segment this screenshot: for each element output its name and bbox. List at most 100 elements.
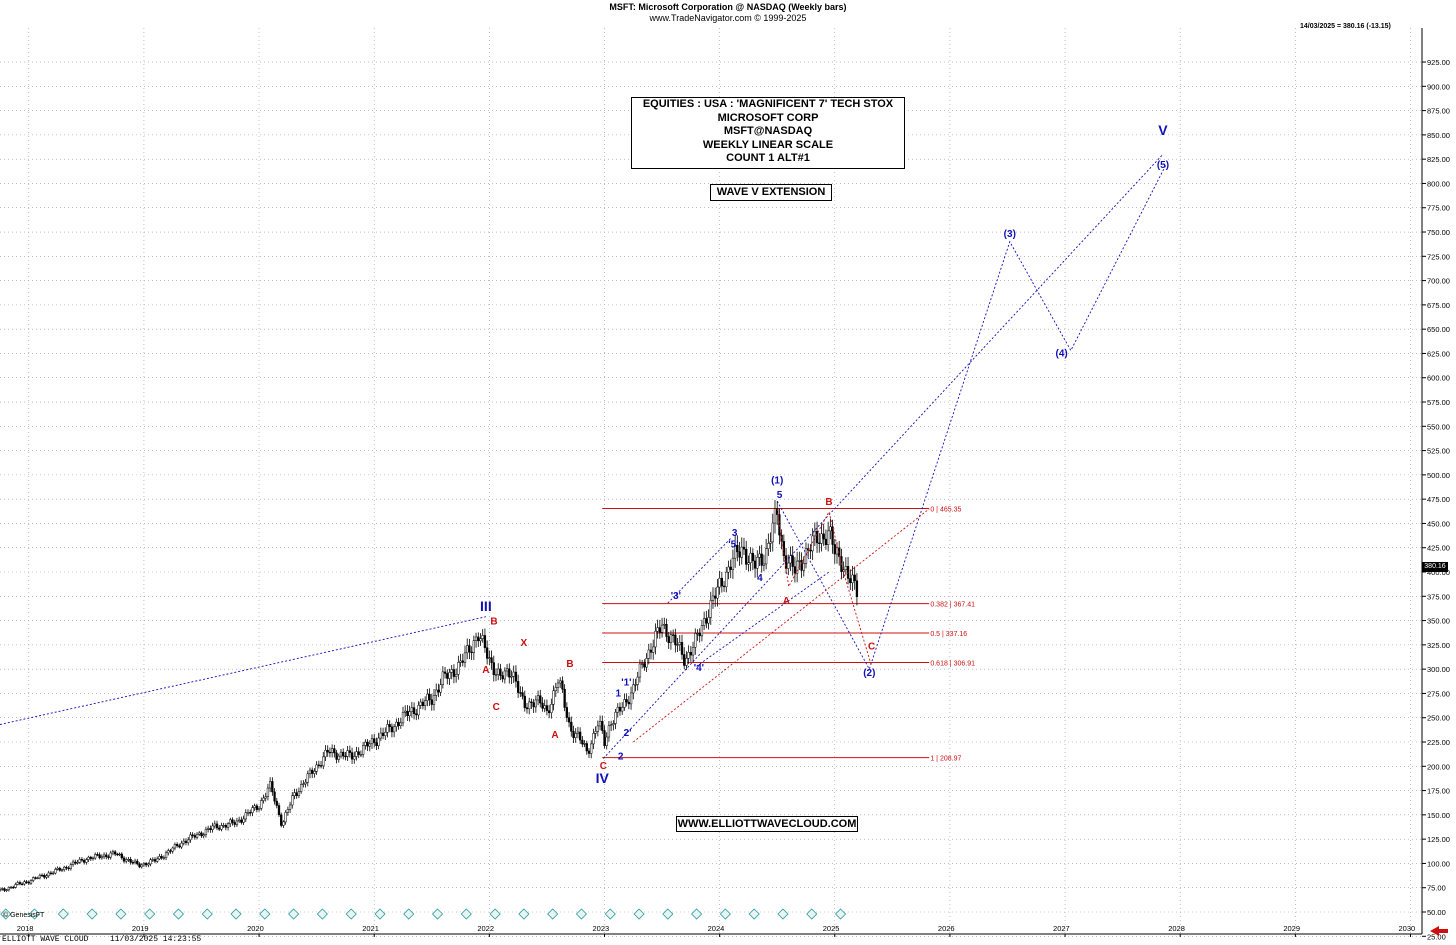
candle-body xyxy=(716,586,719,599)
candle-body xyxy=(169,850,172,852)
candle-body xyxy=(547,710,551,714)
candle-body xyxy=(102,854,106,858)
candle-body xyxy=(824,538,828,546)
candle-body xyxy=(5,889,8,891)
candle-body xyxy=(122,857,126,862)
candle-body xyxy=(687,652,690,659)
candle-body xyxy=(160,856,163,859)
candle-body xyxy=(833,544,836,555)
y-tick-label: 575.00 xyxy=(1427,398,1450,407)
y-tick-label: 425.00 xyxy=(1427,544,1450,553)
y-tick-label: 125.00 xyxy=(1427,835,1450,844)
candle-body xyxy=(795,560,799,574)
candle-body xyxy=(237,819,241,822)
y-tick-label: 925.00 xyxy=(1427,58,1450,67)
candle-body xyxy=(60,869,64,871)
info-line: WEEKLY LINEAR SCALE xyxy=(702,138,834,151)
candle-body xyxy=(654,630,657,648)
candle-body xyxy=(384,732,387,737)
candle-body xyxy=(607,725,611,738)
candle-body xyxy=(747,562,750,565)
wave-projection-line xyxy=(776,163,1167,671)
candle-body xyxy=(87,856,90,860)
candle-body xyxy=(585,743,588,752)
candle-body xyxy=(67,867,70,870)
candle-body xyxy=(286,809,290,813)
genesis-label: © GenesisFT xyxy=(3,912,45,919)
wave-label: 3 xyxy=(732,528,738,539)
wave-label: C xyxy=(493,702,500,713)
y-tick-label: 300.00 xyxy=(1427,665,1450,674)
candle-body xyxy=(432,695,436,705)
candle-body xyxy=(674,634,677,646)
candle-body xyxy=(229,819,232,825)
candle-body xyxy=(419,701,422,706)
wave-label: 4 xyxy=(757,573,763,584)
candle-body xyxy=(479,638,482,642)
candle-body xyxy=(51,872,55,875)
candle-body xyxy=(552,690,555,705)
dividend-diamond-icon xyxy=(86,908,98,920)
candle-body xyxy=(756,557,759,569)
candle-body xyxy=(178,845,181,848)
candle-body xyxy=(459,660,462,663)
candle-body xyxy=(7,887,11,891)
candle-body xyxy=(647,649,650,659)
dividend-diamond-icon xyxy=(748,908,760,920)
candle-body xyxy=(596,725,600,732)
wave-label: A xyxy=(482,665,489,676)
candle-body xyxy=(361,745,365,755)
candle-body xyxy=(36,877,39,879)
candle-body xyxy=(333,748,336,754)
candle-body xyxy=(463,652,467,663)
candles-layer xyxy=(0,499,859,893)
candle-body xyxy=(678,642,681,645)
candle-body xyxy=(762,563,766,566)
scroll-right-arrow-tail[interactable] xyxy=(1439,929,1448,933)
x-tick-label: 2029 xyxy=(1283,924,1300,933)
dividend-diamond-icon xyxy=(345,908,357,920)
x-tick-label: 2019 xyxy=(132,924,149,933)
candle-body xyxy=(623,699,626,708)
candle-body xyxy=(634,684,637,686)
last-quote: 14/03/2025 = 380.16 (-13.15) xyxy=(1300,23,1391,30)
candle-body xyxy=(514,671,518,682)
candle-body xyxy=(581,739,584,745)
candle-body xyxy=(541,702,544,709)
y-tick-label: 650.00 xyxy=(1427,325,1450,334)
scroll-right-arrow-icon[interactable] xyxy=(1430,926,1439,936)
candle-body xyxy=(113,851,117,855)
candle-body xyxy=(381,732,385,737)
candle-body xyxy=(709,600,712,618)
copyright: www.TradeNavigator.com © 1999-2025 xyxy=(649,13,807,23)
candle-body xyxy=(153,859,157,862)
candle-body xyxy=(224,825,228,828)
candle-body xyxy=(492,662,495,675)
candle-body xyxy=(528,701,531,710)
candle-body xyxy=(253,805,256,808)
footer-label: ELLIOTT WAVE CLOUD xyxy=(2,935,89,944)
candle-body xyxy=(452,669,456,677)
dividend-diamond-icon xyxy=(288,908,300,920)
candle-body xyxy=(811,535,814,552)
candle-body xyxy=(306,773,309,783)
candle-body xyxy=(483,635,487,648)
candle-body xyxy=(477,636,480,642)
candle-body xyxy=(729,566,732,570)
wave-label: (4) xyxy=(1055,348,1067,359)
candle-body xyxy=(671,634,675,636)
candle-body xyxy=(20,883,24,886)
candle-body xyxy=(324,749,327,758)
dividend-diamond-icon xyxy=(518,908,530,920)
candle-body xyxy=(855,580,859,597)
candle-body xyxy=(691,647,695,656)
candle-body xyxy=(707,617,710,624)
candle-body xyxy=(144,863,148,866)
candle-body xyxy=(302,783,305,785)
candle-body xyxy=(516,681,520,693)
candle-body xyxy=(27,881,30,884)
candle-body xyxy=(359,754,363,756)
x-tick-label: 2018 xyxy=(17,924,34,933)
y-tick-label: 625.00 xyxy=(1427,349,1450,358)
candle-body xyxy=(616,706,619,713)
